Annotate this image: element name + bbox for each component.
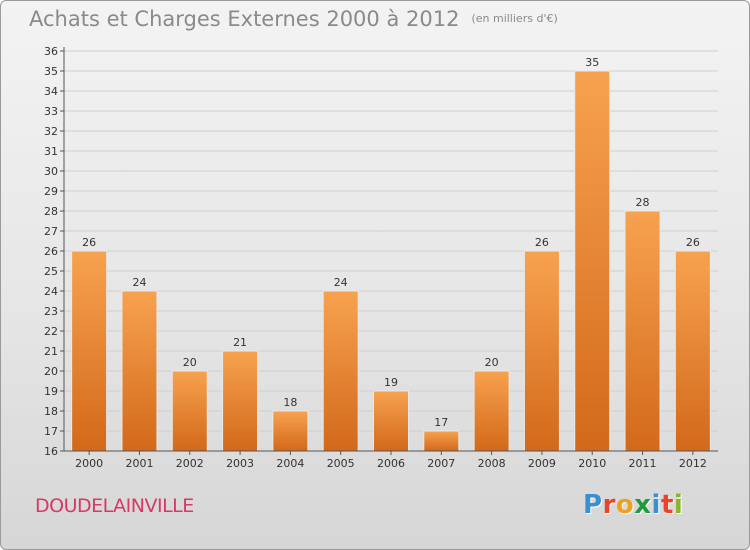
chart-title: Achats et Charges Externes 2000 à 2012 (e… (29, 7, 558, 31)
commune-name: DOUDELAINVILLE (35, 495, 194, 517)
bars (71, 70, 711, 452)
bar-2001 (121, 290, 158, 452)
bar-value-label: 21 (233, 336, 247, 349)
x-tick-label: 2011 (629, 457, 657, 470)
bar-value-label: 35 (585, 56, 599, 69)
x-tick-label: 2008 (478, 457, 506, 470)
y-tick-label: 26 (44, 245, 58, 258)
y-tick-label: 32 (44, 125, 58, 138)
logo-letter: r (602, 490, 616, 520)
x-tick-label: 2006 (377, 457, 405, 470)
y-tick-label: 19 (44, 385, 58, 398)
bar-value-label: 20 (183, 356, 197, 369)
logo-letter: P (583, 490, 603, 520)
bar-2004 (272, 410, 309, 452)
y-tick-label: 31 (44, 145, 58, 158)
y-tick-label: 24 (44, 285, 58, 298)
x-tick-label: 2005 (327, 457, 355, 470)
bar-value-label: 24 (334, 276, 348, 289)
y-tick-label: 27 (44, 225, 58, 238)
y-tick-label: 30 (44, 165, 58, 178)
proxiti-logo: Proxiti (583, 490, 683, 520)
x-tick-label: 2003 (226, 457, 254, 470)
logo-letter: x (634, 490, 652, 520)
chart-title-text: Achats et Charges Externes 2000 à 2012 (29, 7, 460, 31)
y-tick-label: 22 (44, 325, 58, 338)
y-tick-label: 21 (44, 345, 58, 358)
bar-2011 (624, 210, 661, 452)
bar-2003 (222, 350, 259, 452)
x-tick-label: 2012 (679, 457, 707, 470)
x-tick-label: 2001 (125, 457, 153, 470)
bar-value-label: 17 (434, 416, 448, 429)
y-tick-label: 29 (44, 185, 58, 198)
bar-value-label: 20 (485, 356, 499, 369)
bar-2008 (473, 370, 510, 452)
logo-letter: o (615, 490, 635, 520)
bar-2010 (574, 70, 611, 452)
bar-value-label: 26 (82, 236, 96, 249)
axes (60, 47, 718, 455)
y-tick-label: 35 (44, 65, 58, 78)
bar-value-label: 18 (283, 396, 297, 409)
bar-2002 (171, 370, 208, 452)
logo-letter: i (673, 490, 684, 520)
x-tick-label: 2010 (578, 457, 606, 470)
y-tick-label: 20 (44, 365, 58, 378)
bar-2007 (423, 430, 460, 452)
y-tick-label: 16 (44, 445, 58, 458)
bar-2005 (322, 290, 359, 452)
y-tick-label: 25 (44, 265, 58, 278)
y-tick-label: 17 (44, 425, 58, 438)
x-tick-label: 2002 (176, 457, 204, 470)
y-tick-label: 18 (44, 405, 58, 418)
y-tick-label: 23 (44, 305, 58, 318)
bar-value-label: 26 (686, 236, 700, 249)
x-tick-label: 2000 (75, 457, 103, 470)
y-tick-label: 33 (44, 105, 58, 118)
logo-letter: i (651, 490, 661, 520)
bar-value-label: 26 (535, 236, 549, 249)
bar-2006 (373, 390, 409, 452)
bar-2012 (674, 250, 711, 452)
y-tick-label: 36 (44, 45, 58, 58)
bar-value-label: 28 (636, 196, 650, 209)
bar-2009 (523, 250, 560, 452)
y-tick-label: 28 (44, 205, 58, 218)
chart-unit: (en milliers d'€) (471, 12, 558, 25)
bar-2000 (71, 250, 108, 452)
logo-letter: t (660, 490, 674, 520)
x-tick-label: 2009 (528, 457, 556, 470)
x-tick-label: 2007 (427, 457, 455, 470)
bar-value-label: 19 (384, 376, 398, 389)
y-tick-label: 34 (44, 85, 58, 98)
x-tick-label: 2004 (276, 457, 304, 470)
bar-value-label: 24 (132, 276, 146, 289)
labels: 16 17 18 19 20 21 22 23 24 25 26 27 28 29 30 31 32 33 34 35… (44, 45, 707, 470)
